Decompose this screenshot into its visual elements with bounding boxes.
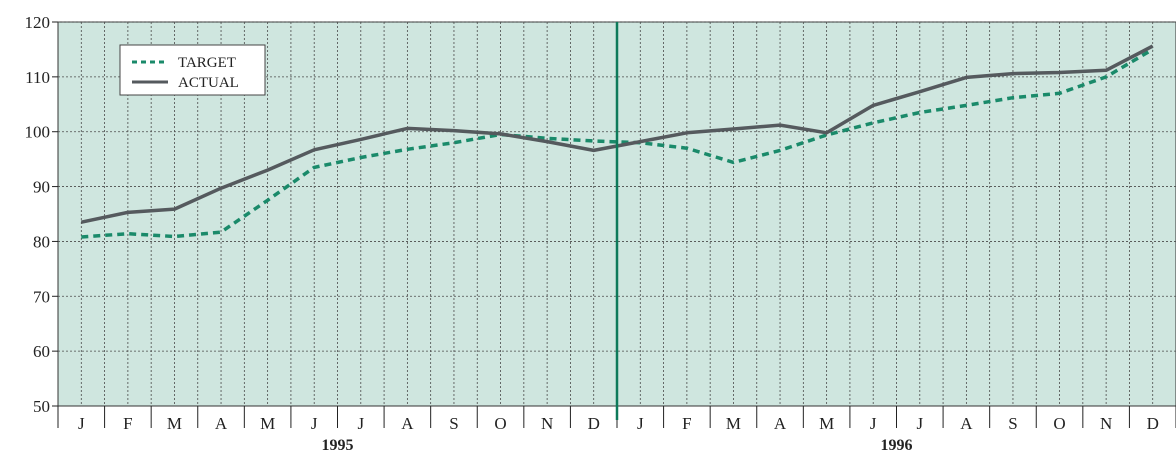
x-tick-label: D	[1147, 414, 1159, 433]
x-tick-label: J	[637, 414, 644, 433]
year-label: 1995	[322, 437, 354, 454]
x-tick-label: A	[401, 414, 414, 433]
x-tick-label: S	[1008, 414, 1017, 433]
x-tick-label: M	[726, 414, 741, 433]
x-tick-label: J	[870, 414, 877, 433]
x-tick-label: J	[78, 414, 85, 433]
y-tick-label: 70	[33, 287, 50, 306]
legend-target-label: TARGET	[178, 55, 236, 71]
x-tick-label: M	[819, 414, 834, 433]
x-tick-label: N	[541, 414, 553, 433]
y-tick-label: 120	[25, 13, 51, 32]
x-tick-label: S	[449, 414, 458, 433]
x-tick-label: M	[167, 414, 182, 433]
y-tick-label: 50	[33, 397, 50, 416]
year-label: 1996	[881, 437, 913, 454]
y-axis: 50 60 70 80 90 100 110 120	[25, 13, 58, 416]
legend-box	[119, 44, 266, 96]
x-axis: J F M A M J J A S O N D J F M A M J J A S O N D 1995 1996	[57, 406, 1176, 454]
legend: TARGET ACTUAL	[119, 44, 266, 96]
y-tick-label: 110	[25, 68, 50, 87]
x-tick-label: J	[311, 414, 318, 433]
y-tick-label: 100	[25, 123, 51, 142]
legend-actual-label: ACTUAL	[178, 75, 239, 91]
x-tick-label: F	[123, 414, 132, 433]
x-tick-label: F	[682, 414, 691, 433]
x-tick-label: J	[357, 414, 364, 433]
y-tick-label: 90	[33, 178, 50, 197]
x-tick-label: O	[1053, 414, 1065, 433]
x-tick-label: N	[1100, 414, 1112, 433]
x-tick-label: A	[960, 414, 973, 433]
x-tick-label: M	[260, 414, 275, 433]
x-tick-label: A	[774, 414, 787, 433]
x-tick-label: J	[916, 414, 923, 433]
y-tick-label: 60	[33, 342, 50, 361]
y-tick-label: 80	[33, 232, 50, 251]
x-tick-label: O	[494, 414, 506, 433]
series-line-target	[81, 47, 1154, 239]
x-tick-label: D	[588, 414, 600, 433]
x-tick-label: A	[215, 414, 228, 433]
